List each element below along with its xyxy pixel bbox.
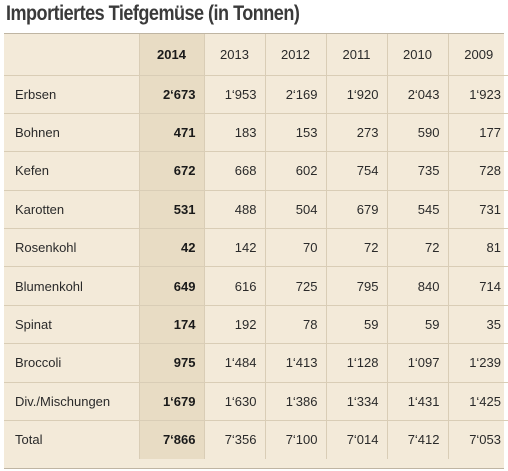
value-cell-2013: 488 (203, 190, 265, 230)
value-cell-2014: 649 (138, 266, 204, 306)
row-label: Total (4, 420, 139, 459)
value-cell-2012: 725 (264, 266, 326, 306)
value-cell-2014: 2‘673 (138, 75, 204, 114)
value-cell-2010: 590 (386, 113, 448, 153)
value-cell-2012: 7‘100 (264, 420, 326, 459)
row-label: Erbsen (4, 75, 139, 114)
header-year-2014: 2014 (138, 34, 204, 76)
header-year-2011: 2011 (325, 34, 387, 76)
value-cell-2012: 504 (264, 190, 326, 230)
value-cell-2009: 177 (447, 113, 508, 153)
value-cell-2010: 545 (386, 190, 448, 230)
page-title: Importiertes Tiefgemüse (in Tonnen) (6, 2, 300, 25)
value-cell-2011: 72 (325, 228, 387, 268)
table-row: Rosenkohl 42 142 70 72 72 81 (4, 228, 508, 268)
value-cell-2010: 1‘431 (386, 382, 448, 422)
value-cell-2009: 35 (447, 305, 508, 345)
value-cell-2009: 731 (447, 190, 508, 230)
row-label: Div./Mischungen (4, 382, 139, 422)
header-label-cell (4, 34, 139, 76)
value-cell-2012: 1‘413 (264, 343, 326, 383)
row-label: Broccoli (4, 343, 139, 383)
value-cell-2009: 714 (447, 266, 508, 306)
row-label: Karotten (4, 190, 139, 230)
header-year-2012: 2012 (264, 34, 326, 76)
value-cell-2012: 2‘169 (264, 75, 326, 114)
header-year-2013: 2013 (203, 34, 265, 76)
value-cell-2011: 754 (325, 151, 387, 191)
value-cell-2009: 728 (447, 151, 508, 191)
value-cell-2009: 81 (447, 228, 508, 268)
value-cell-2013: 616 (203, 266, 265, 306)
header-row: 2014 2013 2012 2011 2010 2009 (4, 34, 508, 76)
value-cell-2014: 471 (138, 113, 204, 153)
value-cell-2012: 602 (264, 151, 326, 191)
value-cell-2011: 59 (325, 305, 387, 345)
value-cell-2009: 1‘239 (447, 343, 508, 383)
table-body: Erbsen 2‘673 1‘953 2‘169 1‘920 2‘043 1‘923 Bohn… (4, 75, 508, 459)
value-cell-2014: 42 (138, 228, 204, 268)
value-cell-2010: 840 (386, 266, 448, 306)
value-cell-2013: 7‘356 (203, 420, 265, 459)
value-cell-2009: 1‘425 (447, 382, 508, 422)
row-label: Rosenkohl (4, 228, 139, 268)
value-cell-2014: 1‘679 (138, 382, 204, 422)
table-row: Erbsen 2‘673 1‘953 2‘169 1‘920 2‘043 1‘923 (4, 75, 508, 114)
value-cell-2013: 192 (203, 305, 265, 345)
value-cell-2014: 7‘866 (138, 420, 204, 459)
table-row: Div./Mischungen 1‘679 1‘630 1‘386 1‘334 1‘431… (4, 382, 508, 422)
value-cell-2013: 142 (203, 228, 265, 268)
value-cell-2014: 672 (138, 151, 204, 191)
value-cell-2013: 1‘484 (203, 343, 265, 383)
value-cell-2013: 1‘630 (203, 382, 265, 422)
value-cell-2009: 1‘923 (447, 75, 508, 114)
total-row: Total 7‘866 7‘356 7‘100 7‘014 7‘412 7‘053 (4, 420, 508, 459)
value-cell-2010: 7‘412 (386, 420, 448, 459)
value-cell-2010: 1‘097 (386, 343, 448, 383)
value-cell-2013: 1‘953 (203, 75, 265, 114)
value-cell-2009: 7‘053 (447, 420, 508, 459)
header-year-2010: 2010 (386, 34, 448, 76)
value-cell-2012: 1‘386 (264, 382, 326, 422)
value-cell-2013: 668 (203, 151, 265, 191)
value-cell-2010: 735 (386, 151, 448, 191)
value-cell-2011: 1‘334 (325, 382, 387, 422)
table-row: Blumenkohl 649 616 725 795 840 714 (4, 266, 508, 306)
value-cell-2011: 679 (325, 190, 387, 230)
table-row: Bohnen 471 183 153 273 590 177 (4, 113, 508, 153)
value-cell-2011: 7‘014 (325, 420, 387, 459)
value-cell-2014: 975 (138, 343, 204, 383)
table-row: Kefen 672 668 602 754 735 728 (4, 151, 508, 191)
table-row: Broccoli 975 1‘484 1‘413 1‘128 1‘097 1‘239 (4, 343, 508, 383)
value-cell-2010: 59 (386, 305, 448, 345)
row-label: Spinat (4, 305, 139, 345)
row-label: Kefen (4, 151, 139, 191)
value-cell-2012: 78 (264, 305, 326, 345)
row-label: Bohnen (4, 113, 139, 153)
value-cell-2012: 70 (264, 228, 326, 268)
table-row: Spinat 174 192 78 59 59 35 (4, 305, 508, 345)
header-year-2009: 2009 (447, 34, 508, 76)
value-cell-2014: 531 (138, 190, 204, 230)
value-cell-2011: 795 (325, 266, 387, 306)
value-cell-2012: 153 (264, 113, 326, 153)
table-row: Karotten 531 488 504 679 545 731 (4, 190, 508, 230)
value-cell-2011: 1‘128 (325, 343, 387, 383)
import-table: 2014 2013 2012 2011 2010 2009 Erbsen 2‘67… (4, 34, 508, 459)
value-cell-2014: 174 (138, 305, 204, 345)
value-cell-2011: 1‘920 (325, 75, 387, 114)
value-cell-2011: 273 (325, 113, 387, 153)
data-table-container: 2014 2013 2012 2011 2010 2009 Erbsen 2‘67… (4, 33, 508, 469)
row-label: Blumenkohl (4, 266, 139, 306)
value-cell-2010: 72 (386, 228, 448, 268)
value-cell-2010: 2‘043 (386, 75, 448, 114)
value-cell-2013: 183 (203, 113, 265, 153)
